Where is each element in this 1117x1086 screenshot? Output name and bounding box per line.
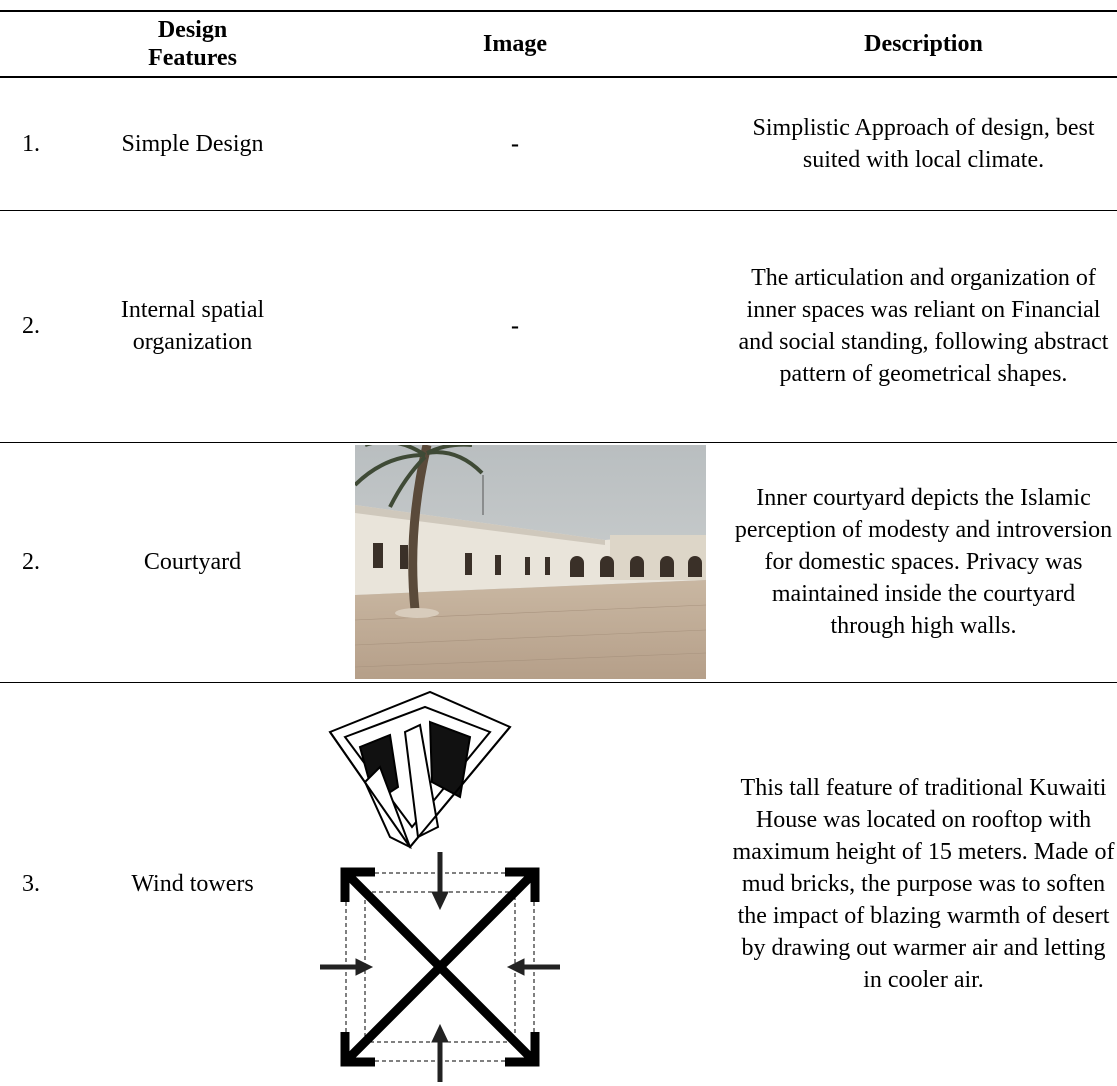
row-number: 1. [0,77,85,211]
wind-tower-drawing [320,690,560,1082]
feature: Simple Design [85,77,300,211]
description: Inner courtyard depicts the Islamic perc… [730,442,1117,683]
row: 1. Simple Design - Simplistic Approach o… [0,77,1117,211]
header-row: Design Features Image Description [0,10,1117,78]
image-cell [300,442,730,683]
header-cell: Description [730,10,1117,78]
description: The articulation and organization of inn… [730,210,1117,443]
image-placeholder: - [300,77,730,211]
description: Simplistic Approach of design, best suit… [730,77,1117,211]
description: This tall feature of traditional Kuwaiti… [732,775,1115,994]
row-number: 2. [0,210,85,443]
image-placeholder: - [300,210,730,443]
header-cell [0,10,85,78]
header-cell: Image [300,10,730,78]
feature: Wind towers [131,871,254,898]
row-number: 3. [22,871,40,898]
feature: Courtyard [85,442,300,683]
row: 3. Wind towers This tall feature of trad… [0,682,1117,1086]
row-number: 2. [0,442,85,683]
feature: Internal spatial organization [85,210,300,443]
features-table: Design Features Image Description 1. Sim… [0,10,1117,1086]
image-cell [300,682,730,1086]
row: 2. Internal spatial organization - The a… [0,210,1117,443]
row: 2. Courtyard Inner courtyard depicts the… [0,442,1117,683]
header-cell: Design Features [85,10,300,78]
courtyard-photo [355,445,706,679]
